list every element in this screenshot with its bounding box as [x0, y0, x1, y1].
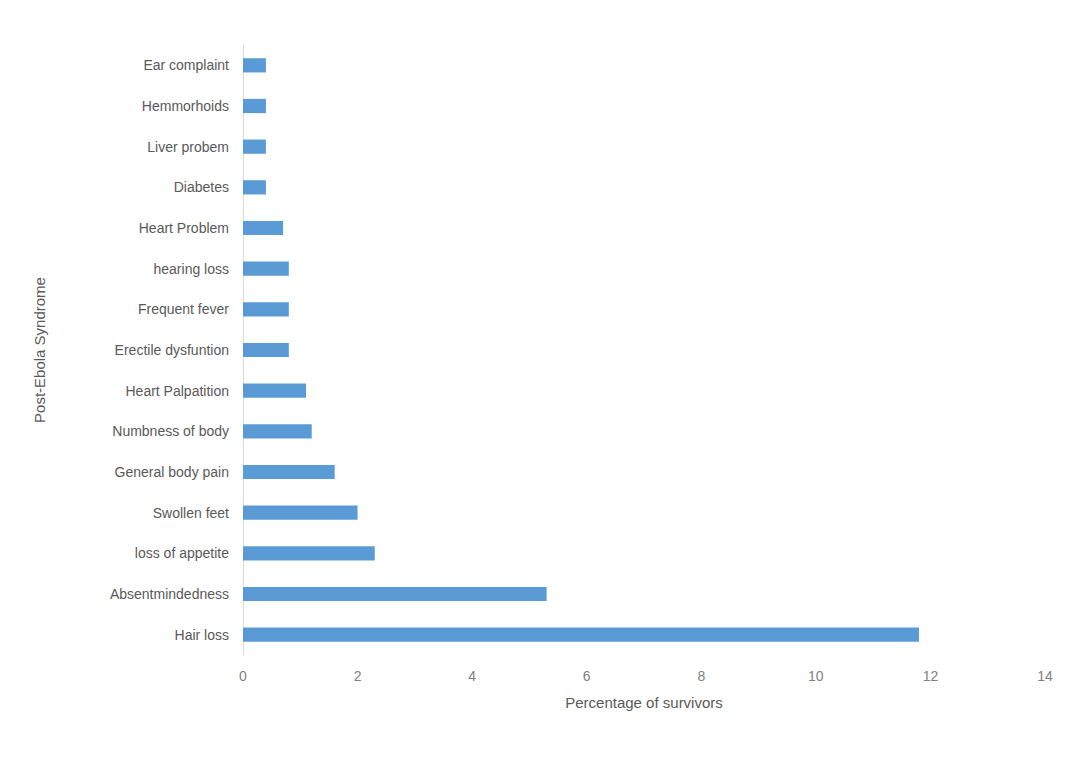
svg-text:Hemmorhoids: Hemmorhoids	[142, 98, 229, 114]
svg-text:Swollen feet: Swollen feet	[153, 505, 229, 521]
svg-text:Post-Ebola Syndrome: Post-Ebola Syndrome	[31, 277, 48, 423]
svg-text:loss of appetite: loss of appetite	[135, 545, 229, 561]
svg-text:Ear complaint: Ear complaint	[143, 57, 229, 73]
svg-text:2: 2	[354, 668, 362, 684]
svg-text:Numbness of body: Numbness of body	[112, 423, 229, 439]
svg-text:Liver probem: Liver probem	[147, 139, 229, 155]
svg-text:6: 6	[583, 668, 591, 684]
svg-text:Percentage of survivors: Percentage of survivors	[565, 694, 723, 711]
svg-text:Heart Problem: Heart Problem	[139, 220, 229, 236]
svg-text:14: 14	[1037, 668, 1053, 684]
svg-text:12: 12	[923, 668, 939, 684]
svg-text:Hair loss: Hair loss	[175, 627, 229, 643]
svg-text:Heart Palpatition: Heart Palpatition	[125, 383, 229, 399]
svg-text:8: 8	[697, 668, 705, 684]
svg-text:Absentmindedness: Absentmindedness	[110, 586, 229, 602]
svg-text:Erectile dysfuntion: Erectile dysfuntion	[115, 342, 229, 358]
svg-text:10: 10	[808, 668, 824, 684]
svg-text:hearing loss: hearing loss	[154, 261, 230, 277]
svg-text:4: 4	[468, 668, 476, 684]
svg-text:Frequent fever: Frequent fever	[138, 301, 229, 317]
svg-text:Diabetes: Diabetes	[174, 179, 229, 195]
svg-text:0: 0	[239, 668, 247, 684]
svg-text:General body pain: General body pain	[115, 464, 229, 480]
